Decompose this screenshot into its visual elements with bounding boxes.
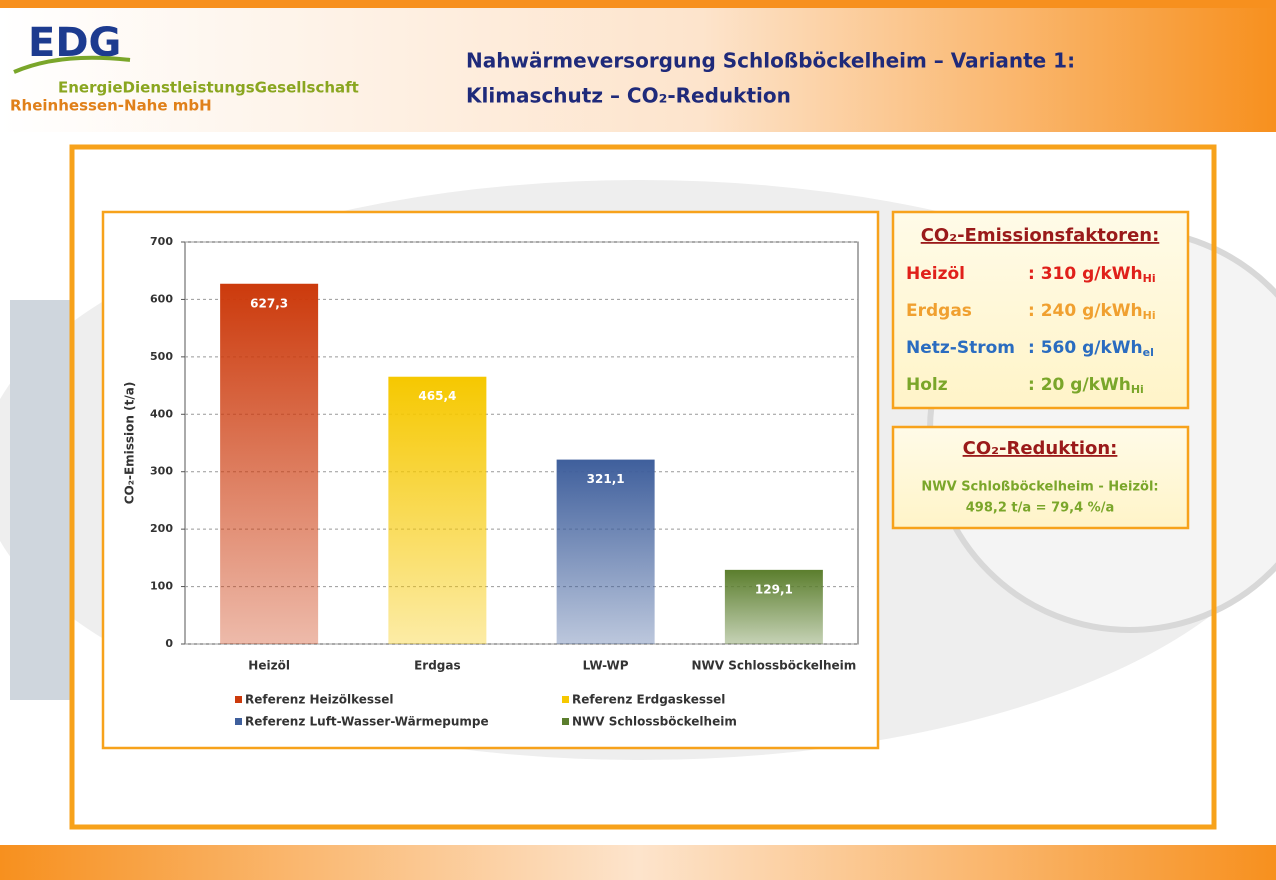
- factor-value-text: : 310 g/kWh: [1028, 264, 1143, 284]
- legend-swatch: [235, 718, 242, 725]
- factor-value-text: : 20 g/kWh: [1028, 375, 1131, 395]
- factor-value: : 560 g/kWhel: [1028, 338, 1154, 359]
- factor-value: : 310 g/kWhHi: [1028, 264, 1156, 285]
- factor-unit-subscript: el: [1143, 346, 1154, 359]
- y-tick-label: 300: [150, 465, 173, 478]
- factors-heading: CO₂-Emissionsfaktoren:: [921, 225, 1160, 246]
- reduction-box: [891, 425, 1190, 530]
- factor-unit-subscript: Hi: [1131, 383, 1144, 396]
- x-tick-label: NWV Schlossböckelheim: [691, 659, 856, 673]
- bar: [220, 283, 319, 644]
- x-tick-label: LW-WP: [583, 659, 629, 673]
- reduction-value: 498,2 t/a = 79,4 %/a: [966, 501, 1114, 516]
- factor-value: : 20 g/kWhHi: [1028, 375, 1144, 396]
- factor-label: Holz: [906, 375, 948, 395]
- factor-unit-subscript: Hi: [1143, 272, 1156, 285]
- value-label: 321,1: [587, 472, 625, 486]
- legend-label: Referenz Heizölkessel: [245, 693, 393, 707]
- bar: [388, 376, 487, 644]
- y-tick-label: 700: [150, 235, 173, 248]
- logo-swoosh: [13, 55, 131, 74]
- factor-value-text: : 560 g/kWh: [1028, 338, 1143, 358]
- legend-swatch: [562, 696, 569, 703]
- legend-swatch: [562, 718, 569, 725]
- value-label: 129,1: [755, 582, 793, 596]
- factor-value: : 240 g/kWhHi: [1028, 301, 1156, 322]
- y-axis-label: CO₂-Emission (t/a): [123, 382, 137, 505]
- company-name: EnergieDienstleistungsGesellschaft: [58, 79, 359, 97]
- slide-subtitle: Klimaschutz – CO₂-Reduktion: [466, 84, 791, 108]
- legend-swatch: [235, 696, 242, 703]
- factor-unit-subscript: Hi: [1143, 309, 1156, 322]
- reduction-line: NWV Schloßböckelheim - Heizöl:: [921, 480, 1158, 495]
- legend-label: Referenz Luft-Wasser-Wärmepumpe: [245, 715, 489, 729]
- y-tick-label: 500: [150, 350, 173, 363]
- y-tick-label: 200: [150, 522, 173, 535]
- value-label: 465,4: [418, 389, 456, 403]
- y-tick-label: 0: [165, 637, 173, 650]
- y-tick-label: 600: [150, 292, 173, 305]
- factor-label: Erdgas: [906, 301, 972, 321]
- slide-title: Nahwärmeversorgung Schloßböckelheim – Va…: [466, 49, 1075, 73]
- header-band: [0, 0, 1276, 132]
- x-tick-label: Heizöl: [248, 659, 290, 673]
- reduction-heading: CO₂-Reduktion:: [963, 438, 1118, 459]
- legend-label: Referenz Erdgaskessel: [572, 693, 725, 707]
- bar: [556, 459, 655, 644]
- footer-band: [0, 845, 1276, 880]
- y-tick-label: 100: [150, 580, 173, 593]
- factor-label: Heizöl: [906, 264, 965, 284]
- value-label: 627,3: [250, 296, 288, 310]
- legend-label: NWV Schlossböckelheim: [572, 715, 737, 729]
- building-decor: [10, 300, 70, 700]
- factors-box: [891, 210, 1190, 410]
- content-frame: [69, 144, 1217, 830]
- y-tick-label: 400: [150, 407, 173, 420]
- top-border: [0, 0, 1276, 8]
- bar: [724, 569, 823, 644]
- factor-label: Netz-Strom: [906, 338, 1015, 358]
- company-region: Rheinhessen-Nahe mbH: [10, 97, 212, 115]
- x-tick-label: Erdgas: [414, 659, 461, 673]
- factor-value-text: : 240 g/kWh: [1028, 301, 1143, 321]
